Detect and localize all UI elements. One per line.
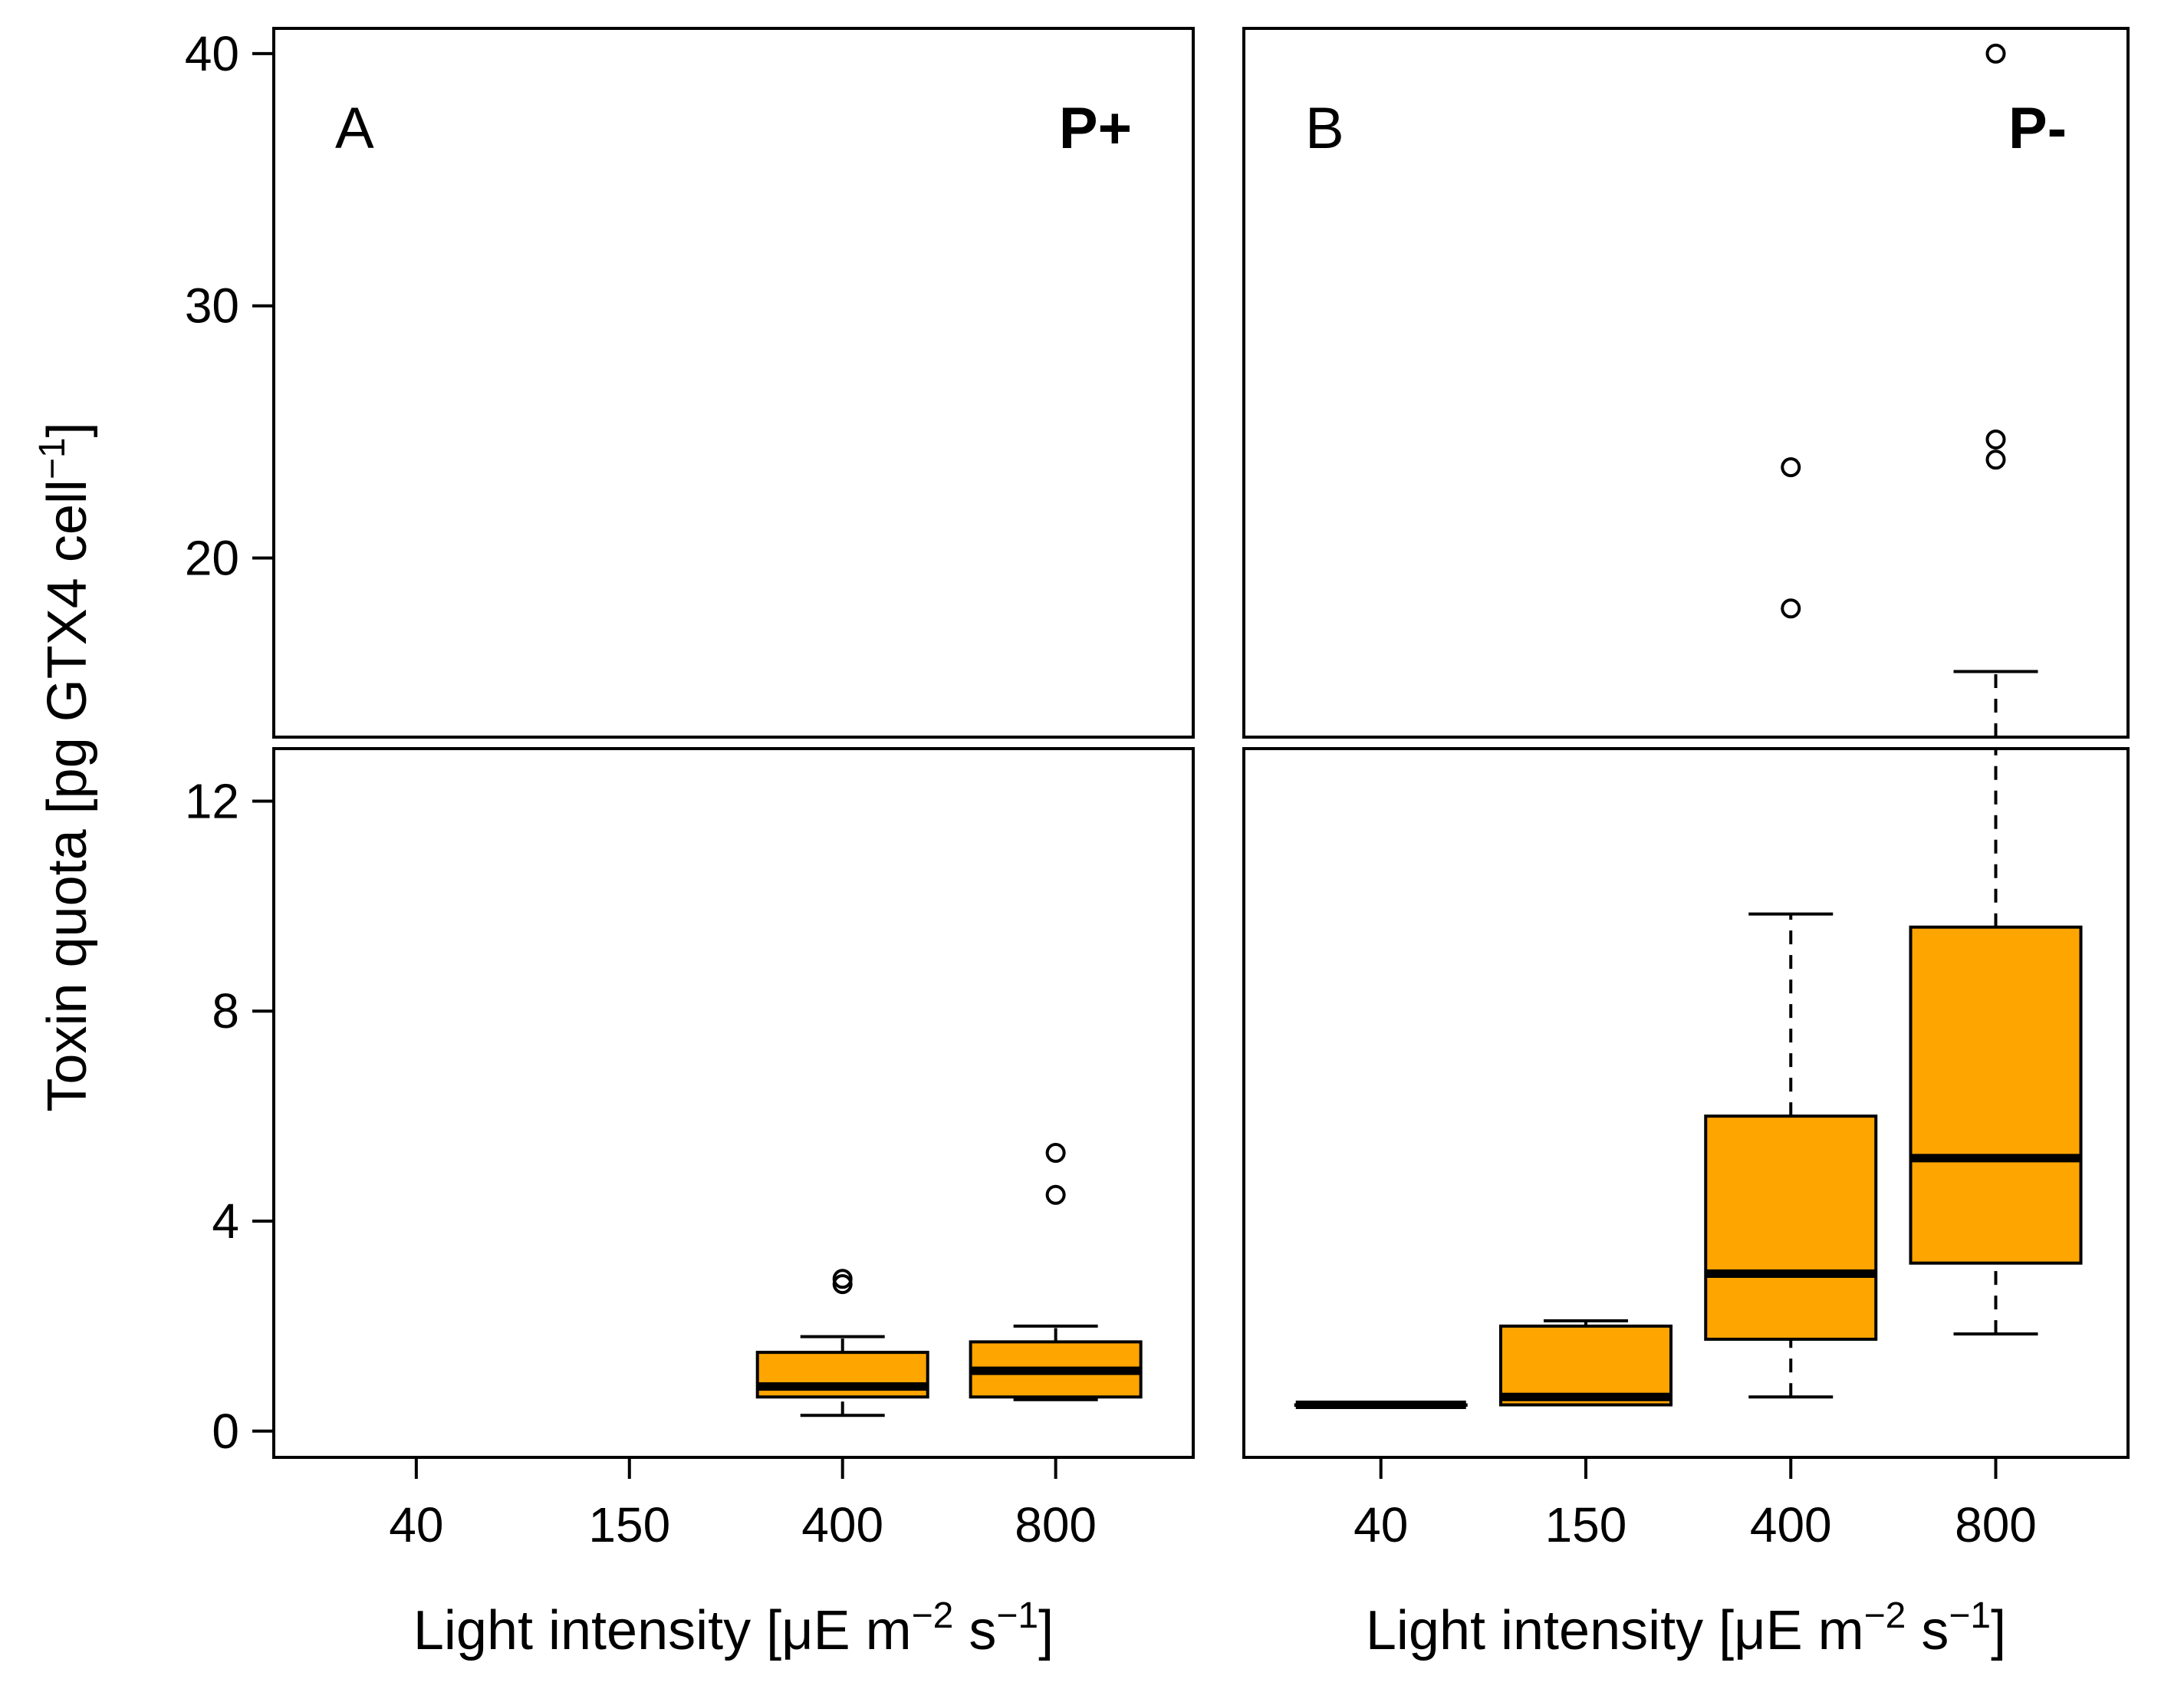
x-tick-label: 150 — [1545, 1497, 1627, 1552]
outlier-point — [1985, 449, 2006, 470]
outlier-point — [1985, 43, 2006, 64]
x-axis-title-close: ] — [1991, 1600, 2006, 1661]
panel-b-upper-frame — [1242, 27, 2130, 739]
y-tick-label: 4 — [212, 1193, 239, 1249]
panel-a-upper-frame — [272, 27, 1195, 739]
panel-b-lower-frame — [1242, 747, 2130, 1459]
x-tick-label: 800 — [1955, 1497, 2037, 1552]
x-axis-title-main: Light intensity [μE m — [413, 1600, 912, 1661]
y-axis-title-sup: −1 — [32, 437, 73, 479]
y-tick-label: 12 — [185, 773, 239, 828]
y-axis-title-main: Toxin quota [pg GTX4 cell — [37, 479, 98, 1111]
x-tick-label: 800 — [1015, 1497, 1097, 1552]
panel-letter: A — [335, 96, 374, 161]
y-tick-label: 20 — [185, 531, 239, 586]
x-axis-title: Light intensity [μE m−2 s−1] — [1366, 1595, 2006, 1661]
outlier-point — [1985, 429, 2006, 449]
x-tick-label: 400 — [801, 1497, 883, 1552]
outlier-point — [1045, 1184, 1066, 1205]
x-axis-title-sup: −2 — [912, 1595, 954, 1636]
x-tick-label: 150 — [588, 1497, 670, 1552]
x-tick-label: 40 — [389, 1497, 443, 1552]
box — [1498, 1324, 1673, 1407]
box — [1909, 925, 2083, 1265]
x-axis-title-sup: −1 — [996, 1595, 1038, 1636]
x-tick-label: 400 — [1750, 1497, 1832, 1552]
y-tick-label: 40 — [185, 26, 239, 81]
y-tick-label: 8 — [212, 983, 239, 1039]
panel-condition-label: P+ — [1059, 96, 1132, 161]
x-axis-title-mid: s — [953, 1600, 996, 1661]
outlier-point — [1045, 1143, 1066, 1164]
y-tick-label: 0 — [212, 1404, 239, 1459]
outlier-point — [1781, 598, 1801, 619]
outlier-point — [1781, 457, 1801, 478]
panel-a-lower-frame — [272, 747, 1195, 1459]
x-axis-title-main: Light intensity [μE m — [1366, 1600, 1864, 1661]
x-tick-label: 40 — [1353, 1497, 1408, 1552]
x-axis-title-mid: s — [1906, 1600, 1949, 1661]
panel-condition-label: P- — [2008, 96, 2067, 161]
y-tick-label: 30 — [185, 278, 239, 334]
x-axis-title-sup: −1 — [1949, 1595, 1991, 1636]
y-axis-title-close: ] — [37, 422, 98, 437]
x-axis-title-sup: −2 — [1864, 1595, 1906, 1636]
panel-letter: B — [1305, 96, 1344, 161]
box — [1704, 1114, 1878, 1341]
y-axis-title: Toxin quota [pg GTX4 cell−1] — [32, 422, 98, 1111]
x-axis-title: Light intensity [μE m−2 s−1] — [413, 1595, 1054, 1661]
outlier-point — [832, 1269, 853, 1289]
x-axis-title-close: ] — [1038, 1600, 1054, 1661]
